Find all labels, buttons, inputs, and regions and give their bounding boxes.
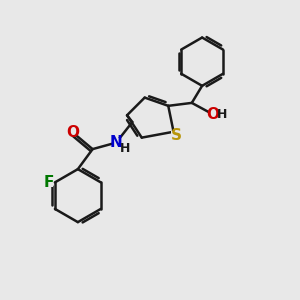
Text: O: O [66,125,80,140]
Text: S: S [170,128,182,143]
FancyBboxPatch shape [68,128,77,136]
Text: H: H [217,108,227,121]
FancyBboxPatch shape [44,178,53,187]
FancyBboxPatch shape [171,131,181,140]
Text: O: O [206,106,220,122]
Text: H: H [120,142,130,155]
FancyBboxPatch shape [209,110,217,118]
Text: F: F [43,175,54,190]
FancyBboxPatch shape [112,138,121,147]
Text: N: N [110,135,122,150]
